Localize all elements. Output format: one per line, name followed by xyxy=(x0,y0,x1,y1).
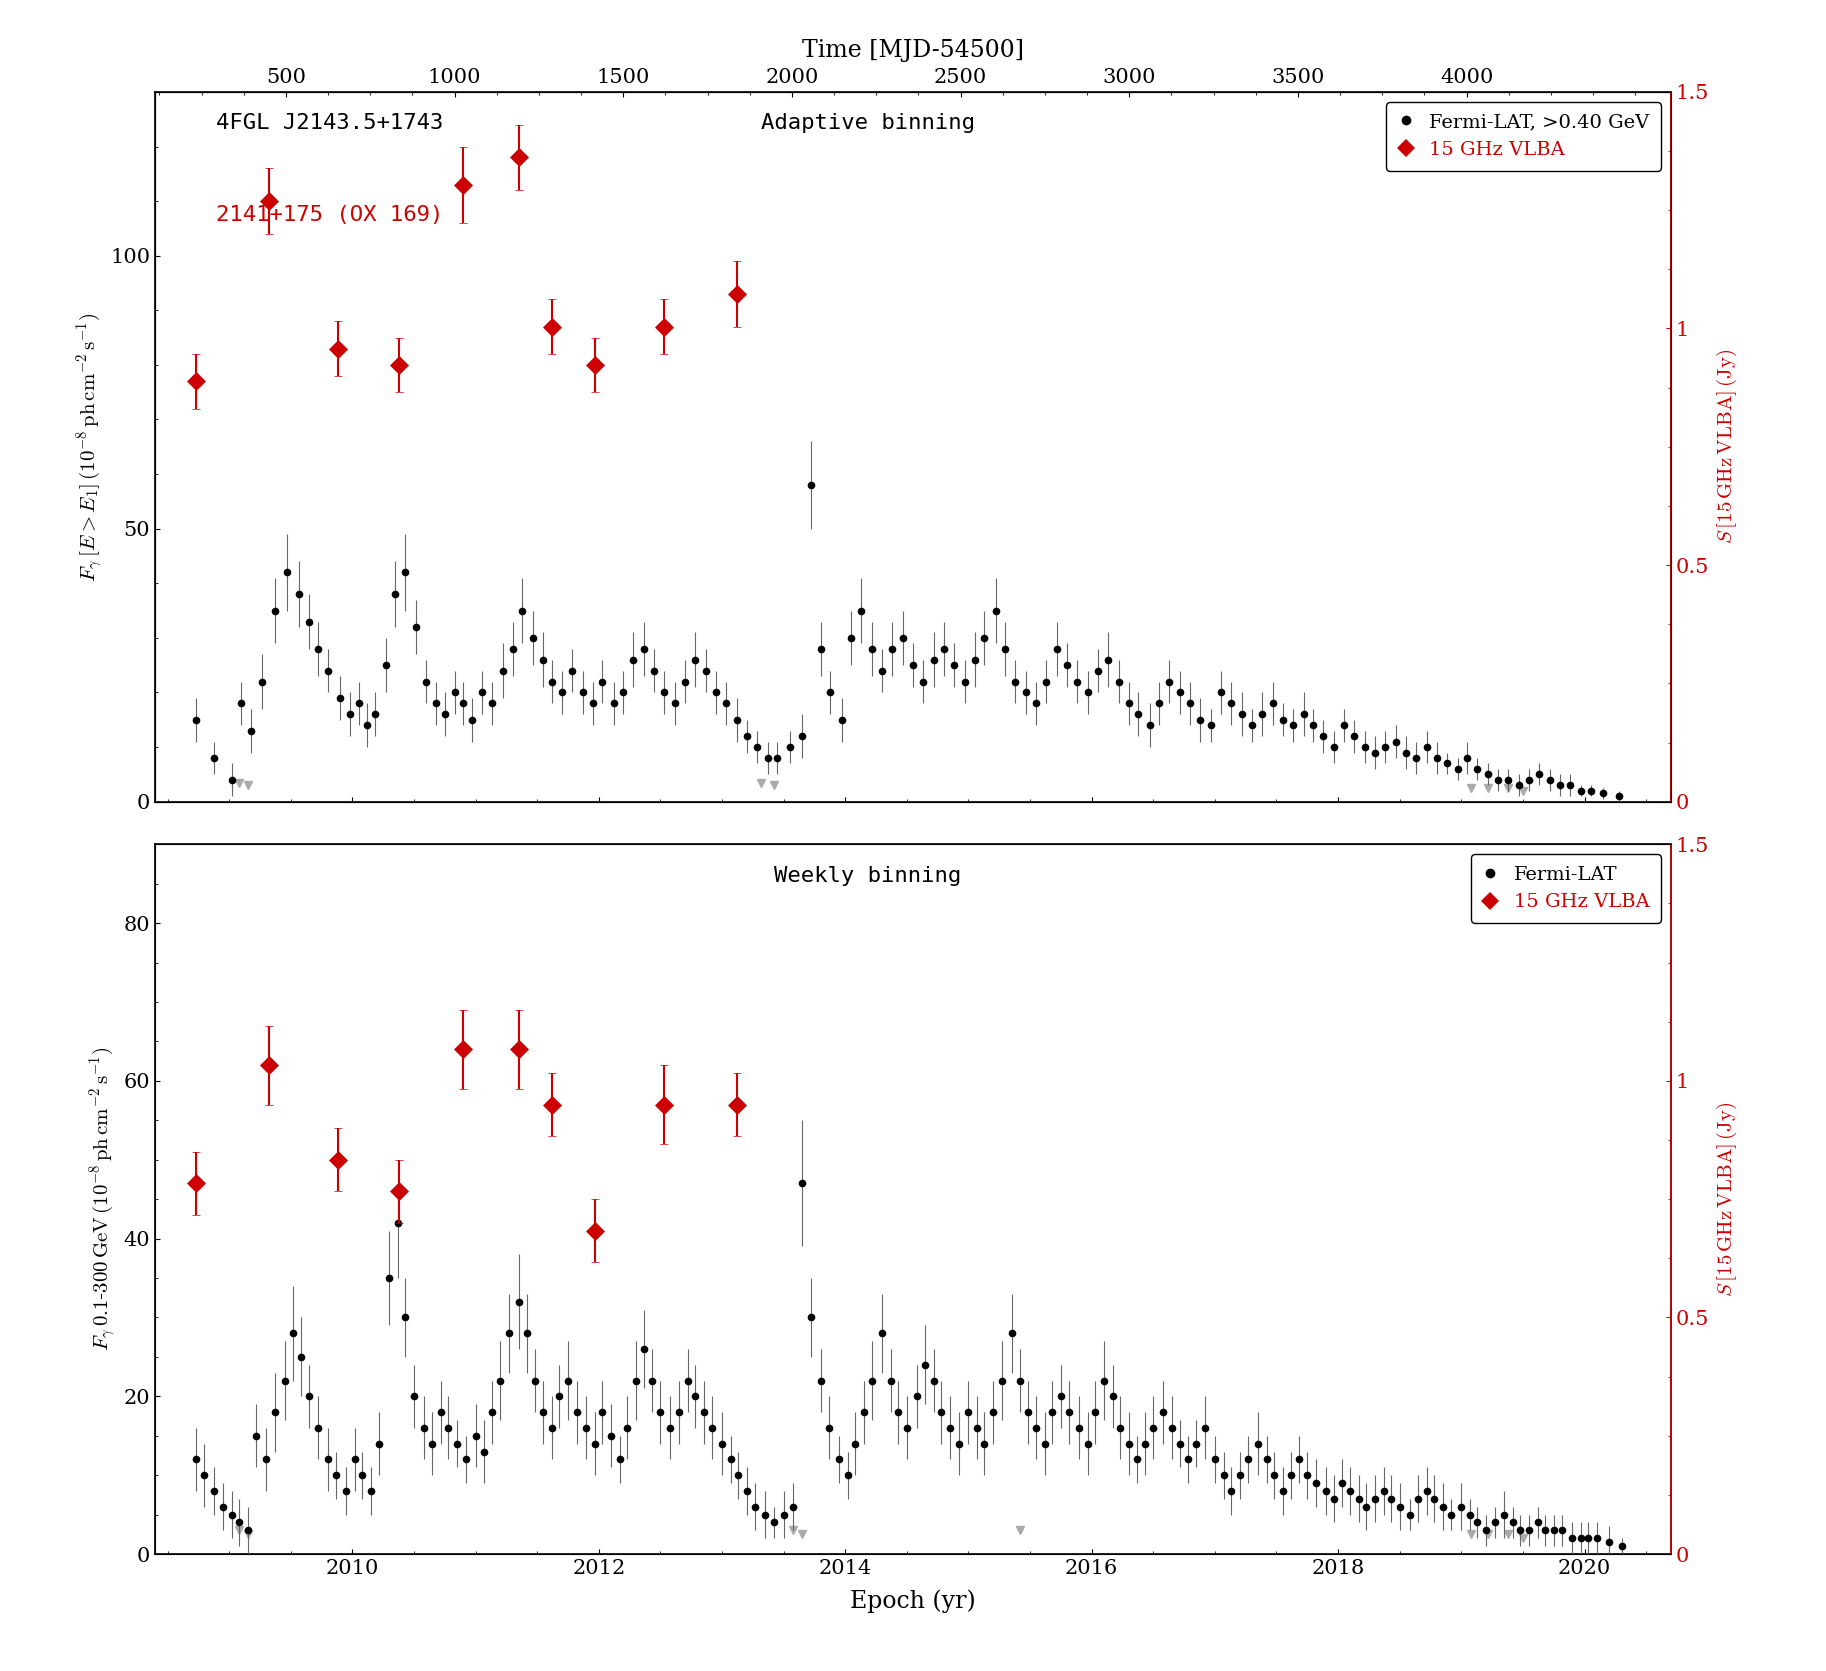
Y-axis label: $S\,[15\,\mathrm{GHz\,VLBA}]\,(\mathrm{Jy})$: $S\,[15\,\mathrm{GHz\,VLBA}]\,(\mathrm{J… xyxy=(1715,1101,1738,1297)
X-axis label: Epoch (yr): Epoch (yr) xyxy=(851,1589,975,1613)
Text: 2141+175 (OX 169): 2141+175 (OX 169) xyxy=(215,206,444,226)
Y-axis label: $F_\gamma\,[E>E_1]\,(10^{-8}\,\mathrm{ph\,cm^{-2}\,s^{-1}})$: $F_\gamma\,[E>E_1]\,(10^{-8}\,\mathrm{ph… xyxy=(73,312,104,582)
Legend: Fermi-LAT, >0.40 GeV, 15 GHz VLBA: Fermi-LAT, >0.40 GeV, 15 GHz VLBA xyxy=(1386,102,1662,170)
Text: Adaptive binning: Adaptive binning xyxy=(761,114,975,134)
Y-axis label: $F_\gamma\,0.1$-$300\,\mathrm{GeV}\,(10^{-8}\,\mathrm{ph\,cm^{-2}\,s^{-1}})$: $F_\gamma\,0.1$-$300\,\mathrm{GeV}\,(10^… xyxy=(88,1048,119,1352)
Y-axis label: $S\,[15\,\mathrm{GHz\,VLBA}]\,(\mathrm{Jy})$: $S\,[15\,\mathrm{GHz\,VLBA}]\,(\mathrm{J… xyxy=(1715,349,1738,545)
X-axis label: Time [MJD-54500]: Time [MJD-54500] xyxy=(802,38,1024,62)
Text: 4FGL J2143.5+1743: 4FGL J2143.5+1743 xyxy=(215,114,444,134)
Text: Weekly binning: Weekly binning xyxy=(774,866,960,886)
Legend: Fermi-LAT, 15 GHz VLBA: Fermi-LAT, 15 GHz VLBA xyxy=(1472,854,1662,922)
